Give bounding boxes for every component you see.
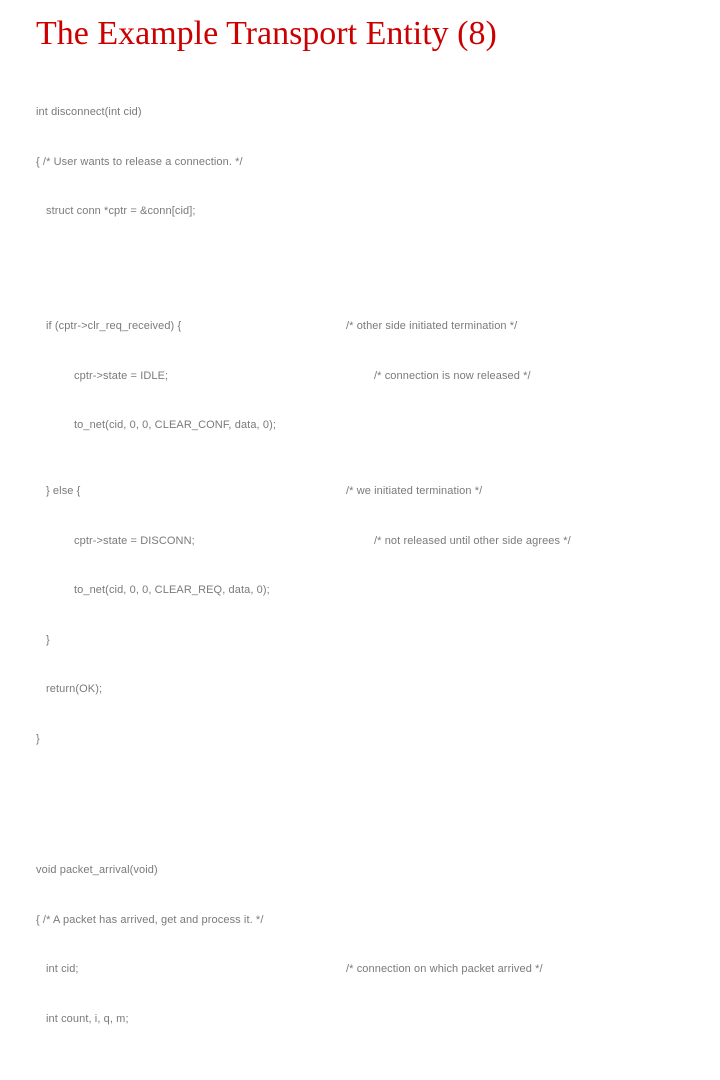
code-line: if (cptr->clr_req_received) { [36,318,346,335]
code-line: int count, i, q, m; [36,1011,684,1028]
code-block: int disconnect(int cid) { /* User wants … [36,71,684,1080]
code-line: } else { [36,483,346,500]
code-line: void packet_arrival(void) [36,862,684,879]
code-row: if (cptr->clr_req_received) { /* other s… [36,318,684,335]
code-line: } [36,731,684,748]
blank-line [36,253,684,269]
code-line: struct conn *cptr = &conn[cid]; [36,203,684,220]
code-line: return(OK); [36,681,684,698]
code-line: cptr->state = IDLE; [36,368,374,385]
code-comment: /* we initiated termination */ [346,483,684,500]
code-line: int disconnect(int cid) [36,104,684,121]
slide-title: The Example Transport Entity (8) [36,14,684,53]
code-row: } else { /* we initiated termination */ [36,483,684,500]
code-row: pkt_type ptype; /* CALL_REQ, CALL_ACC, C… [36,1077,684,1080]
code-comment: /* connection is now released */ [374,368,684,385]
code-row: cptr->state = DISCONN; /* not released u… [36,533,684,550]
code-line: to_net(cid, 0, 0, CLEAR_REQ, data, 0); [36,582,684,599]
blank-line [36,797,684,813]
code-line: cptr->state = DISCONN; [36,533,374,550]
code-line: { /* User wants to release a connection.… [36,154,684,171]
code-comment: /* other side initiated termination */ [346,318,684,335]
code-line: int cid; [36,961,346,978]
code-row: cptr->state = IDLE; /* connection is now… [36,368,684,385]
code-row: int cid; /* connection on which packet a… [36,961,684,978]
code-comment: /* connection on which packet arrived */ [346,961,684,978]
code-comment: /* CALL_REQ, CALL_ACC, CLEAR_REQ, CLEAR_… [156,1077,562,1080]
code-line: pkt_type ptype; [36,1077,156,1080]
code-line: } [36,632,684,649]
slide: The Example Transport Entity (8) int dis… [0,0,720,540]
code-line: to_net(cid, 0, 0, CLEAR_CONF, data, 0); [36,417,684,434]
code-comment: /* not released until other side agrees … [374,533,684,550]
code-line: { /* A packet has arrived, get and proce… [36,912,684,929]
